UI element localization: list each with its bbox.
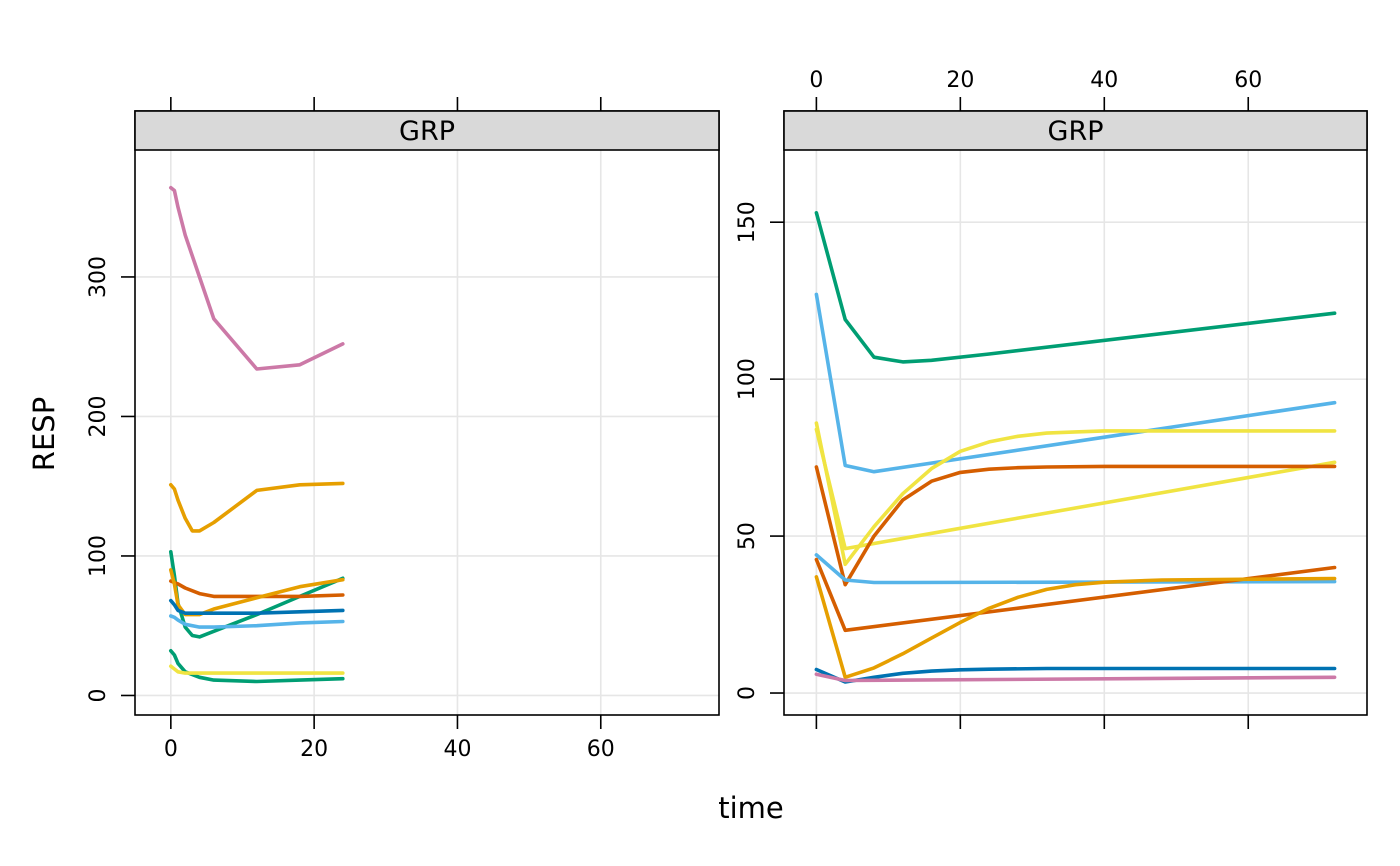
panel-right-strip-label: GRP bbox=[1048, 116, 1104, 147]
panel-right-series-yellow-b bbox=[814, 427, 1337, 551]
panel-left-series-blue bbox=[169, 598, 345, 616]
panel-left-ytick-label: 300 bbox=[86, 256, 111, 298]
panel-right-xtick-label: 40 bbox=[1090, 68, 1118, 93]
y-axis-title: RESP bbox=[27, 397, 61, 471]
panel-right: GRP 0 20 40 60 0 50 100 150 bbox=[735, 68, 1368, 729]
x-axis-title: time bbox=[718, 791, 784, 825]
panel-left-ticks bbox=[121, 97, 602, 729]
panel-right-series-green bbox=[814, 211, 1337, 364]
panel-right-xtick-label: 0 bbox=[809, 68, 823, 93]
panel-left-series-orange-high bbox=[169, 481, 345, 533]
panel-right-ytick-label: 50 bbox=[735, 522, 760, 550]
panel-left-xtick-label: 40 bbox=[443, 737, 471, 762]
panel-right-ytick-label: 150 bbox=[735, 201, 760, 243]
panel-left-ytick-label: 0 bbox=[86, 688, 111, 702]
panel-right-tick-labels: 0 20 40 60 0 50 100 150 bbox=[735, 68, 1262, 700]
panel-right-series-vermillion-a bbox=[814, 464, 1337, 587]
panel-left: GRP 0 20 40 60 0 100 200 300 bbox=[86, 97, 720, 762]
panel-right-ytick-label: 0 bbox=[735, 686, 760, 700]
panel-right-series-pink bbox=[814, 672, 1337, 683]
panel-left-xtick-label: 20 bbox=[300, 737, 328, 762]
panel-right-xtick-label: 60 bbox=[1234, 68, 1262, 93]
panel-left-strip: GRP bbox=[134, 110, 720, 151]
panel-left-xtick-label: 0 bbox=[164, 737, 178, 762]
panel-left-lines bbox=[169, 185, 345, 684]
panel-right-ticks bbox=[770, 97, 1250, 729]
panel-right-series-vermillion-b bbox=[814, 557, 1337, 633]
panel-left-series-yellow bbox=[169, 664, 345, 675]
panel-left-series-pink bbox=[169, 185, 345, 371]
panel-right-lines bbox=[814, 211, 1337, 684]
panel-right-series-skyblue-high bbox=[814, 292, 1337, 474]
panel-left-strip-label: GRP bbox=[399, 116, 455, 147]
panel-right-series-yellow-a bbox=[814, 421, 1337, 567]
panel-right-series-orange bbox=[814, 575, 1337, 680]
panel-right-xtick-label: 20 bbox=[946, 68, 974, 93]
panel-left-ytick-label: 200 bbox=[86, 395, 111, 437]
panel-left-grid bbox=[135, 150, 719, 715]
panel-left-series-skyblue bbox=[169, 614, 345, 629]
panel-right-strip-background bbox=[783, 110, 1368, 151]
panel-left-strip-background bbox=[134, 110, 720, 151]
panel-left-series-green-b bbox=[169, 648, 345, 684]
panel-right-series-skyblue-low bbox=[814, 553, 1337, 585]
panel-left-xtick-label: 60 bbox=[587, 737, 615, 762]
panel-right-ytick-label: 100 bbox=[735, 358, 760, 400]
panel-right-strip: GRP bbox=[783, 110, 1368, 151]
panel-left-ytick-label: 100 bbox=[86, 535, 111, 577]
panel-left-tick-labels: 0 20 40 60 0 100 200 300 bbox=[86, 256, 615, 762]
